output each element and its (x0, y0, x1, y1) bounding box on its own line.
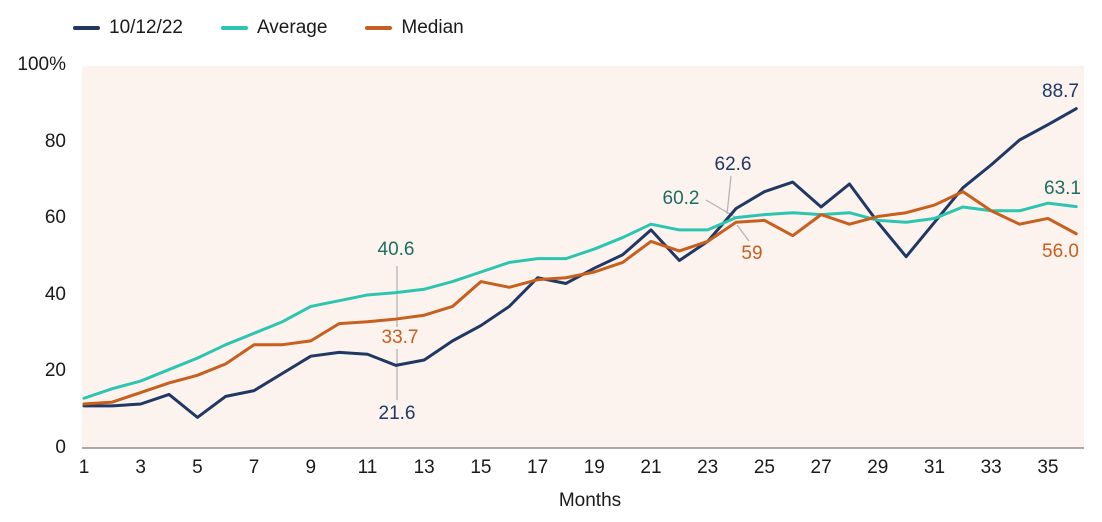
x-tick-15: 15 (470, 457, 492, 478)
x-tick-5: 5 (192, 457, 203, 478)
plot-background (82, 66, 1084, 448)
y-tick-40: 40 (44, 283, 66, 305)
legend-label: Average (256, 17, 328, 38)
legend-item-median[interactable]: Median (365, 17, 464, 39)
x-tick-35: 35 (1037, 457, 1059, 478)
data-label-average-m24: 60.2 (660, 188, 702, 210)
data-label-median-m36: 56.0 (1040, 241, 1081, 263)
data-label-10-12-22-m24: 62.6 (712, 154, 754, 176)
x-tick-7: 7 (248, 457, 260, 478)
x-tick-17: 17 (527, 457, 549, 478)
y-tick-20: 20 (44, 360, 66, 382)
data-label-median-m12: 33.7 (379, 327, 421, 349)
legend-dash-icon (73, 26, 100, 30)
legend-label: Median (401, 17, 464, 38)
x-tick-29: 29 (867, 457, 889, 478)
x-tick-11: 11 (357, 457, 378, 478)
legend-item-average[interactable]: Average (220, 17, 328, 39)
data-label-10-12-22-m12: 21.6 (376, 403, 418, 425)
data-label-median-m24: 59 (739, 243, 765, 265)
callout-line (736, 224, 750, 242)
y-tick-100: 100% (17, 54, 66, 76)
x-tick-33: 33 (980, 457, 1002, 478)
legend-label: 10/12/22 (109, 17, 183, 38)
x-axis-title: Months (558, 490, 622, 511)
callout-line (726, 175, 732, 215)
x-tick-31: 31 (923, 457, 946, 478)
series-line-average (82, 201, 1078, 400)
x-tick-3: 3 (135, 457, 146, 478)
x-tick-13: 13 (413, 457, 435, 478)
x-tick-23: 23 (697, 457, 719, 478)
series-line-median (82, 190, 1078, 406)
x-tick-19: 19 (583, 457, 605, 478)
legend-item-10-12-22[interactable]: 10/12/22 (73, 17, 183, 39)
legend-dash-icon (365, 26, 393, 30)
x-tick-25: 25 (753, 457, 775, 478)
chart-legend: 10/12/22 Average Median (73, 17, 464, 39)
data-label-average-m12: 40.6 (375, 239, 417, 261)
y-tick-0: 0 (55, 437, 66, 458)
x-tick-27: 27 (810, 457, 832, 478)
x-tick-1: 1 (78, 457, 90, 478)
x-tick-21: 21 (640, 457, 662, 478)
legend-dash-icon (220, 26, 248, 30)
y-tick-80: 80 (44, 130, 66, 152)
x-tick-9: 9 (305, 457, 317, 478)
data-label-average-m36: 63.1 (1042, 178, 1083, 200)
data-label-10-12-22-m36: 88.7 (1040, 81, 1081, 103)
y-tick-60: 60 (44, 207, 66, 229)
